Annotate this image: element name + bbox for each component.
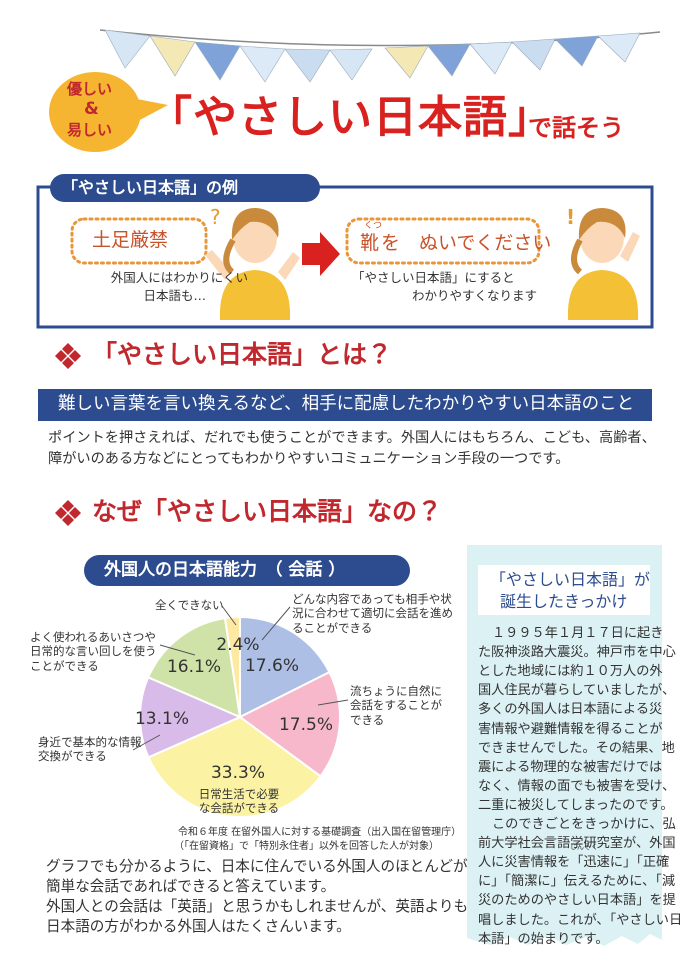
question-mark: ? — [210, 205, 221, 229]
after-word: を ぬいでください — [381, 232, 552, 254]
value-label: 2.4% — [216, 635, 259, 655]
bubble-text: 優しい — [67, 80, 113, 98]
caption: 外国人にはわかりにくい — [110, 270, 248, 285]
body-text: グラフでも分かるように、日本に住んでいる外国人のほとんどが — [46, 858, 468, 875]
value-label: 17.5% — [279, 715, 333, 735]
pie-slice — [239, 615, 331, 719]
sidebar-line: 多くの外国人は日本語による災 — [478, 702, 663, 718]
main-title: 「やさしい日本語」 — [148, 92, 553, 143]
caption: わかりやすくなります — [412, 288, 538, 303]
heading-icon — [55, 343, 81, 369]
body-text: 外国人との会話は「英語」と思うかもしれませんが、英語よりも — [46, 898, 469, 915]
bubble-text: 易しい — [67, 121, 113, 139]
caption: 日本語も… — [143, 288, 206, 303]
sidebar-line: 震による物理的な被害だけでは — [478, 759, 663, 775]
banner-text: 難しい言葉を言い換えるなど、相手に配慮したわかりやすい日本語のこと — [58, 394, 635, 414]
sidebar-panel — [467, 545, 662, 946]
banner — [38, 389, 652, 421]
sidebar-line: 本語」の始まりです。 — [478, 931, 609, 947]
pie-slice — [146, 616, 242, 719]
title-suffix: で話そう — [528, 114, 624, 142]
value-label: 13.1% — [135, 709, 189, 729]
bunting — [104, 29, 641, 83]
ruby: くつ — [364, 221, 383, 231]
body-text: 日本語の方がわかる外国人はたくさんいます。 — [46, 918, 351, 935]
bubble-text: & — [84, 99, 99, 119]
chart-title: 外国人の日本語能力 （ 会話 ） — [104, 560, 346, 580]
after-word: 靴 — [360, 232, 380, 254]
sidebar-line: 二重に被災してしまったのです。 — [478, 797, 674, 813]
sidebar-line: 前大学社会言語学研究室が、外国 — [478, 836, 676, 852]
value-label: 33.3% — [211, 763, 265, 783]
section-heading: 「やさしい日本語」とは？ — [92, 340, 393, 369]
chart-source: 令和６年度 在留外国人に対する基礎調査（出入国在留管理庁） — [178, 827, 462, 838]
sidebar-line: とした地域には約１０万人の外 — [478, 664, 663, 680]
sidebar-line: なく、情報の面でも被害を受け、 — [478, 778, 676, 794]
pie-slice — [238, 670, 341, 778]
chart-source: （「在留資格」で「特別永住者」以外を回答した人が対象） — [174, 841, 439, 852]
category-label: どんな内容であっても相手や状況に合わせて適切に会話を進めることができる — [292, 592, 453, 635]
leader-line — [132, 734, 161, 751]
sidebar-line: 災のためのやさしい日本語」を提 — [478, 893, 676, 909]
body-text: ポイントを押さえれば、だれでも使うことができます。外国人にはもちろん、こども、高… — [48, 430, 656, 446]
category-label: 日常生活で必要な会話ができる — [198, 787, 280, 816]
heading-icon — [55, 500, 81, 526]
person-happy — [567, 208, 640, 320]
exclamation-mark: ! — [566, 205, 576, 229]
caption: 「やさしい日本語」にすると — [352, 270, 515, 285]
chart-title-pill — [84, 555, 410, 586]
leader-line — [317, 699, 349, 706]
sidebar-line: 唱しました。これが、「やさしい日 — [478, 912, 683, 928]
sidebar-line: 人に災害情報を「迅速に」「正確 — [478, 855, 670, 871]
sidebar-title: 「やさしい日本語」が — [490, 570, 651, 589]
section-heading: なぜ「やさしい日本語」なの？ — [92, 497, 443, 526]
pie-slice — [223, 615, 241, 718]
sidebar-line: 害情報や避難情報を得ることが — [478, 721, 663, 737]
pie-chart: 17.6% 17.5% 33.3% 13.1% 16.1%2.4% — [132, 605, 349, 818]
leader-line — [159, 644, 196, 656]
sidebar-title: 誕生したきっかけ — [500, 592, 628, 611]
ruby: じんそく — [570, 843, 598, 851]
sidebar-line: 国人住民が暮らしていましたが、 — [478, 683, 676, 699]
sidebar-line: た阪神淡路大震災。神戸市を中心 — [478, 645, 676, 661]
person-confused — [205, 208, 300, 320]
example-heading: 「やさしい日本語」の例 — [62, 178, 239, 197]
speech-bubble — [49, 72, 168, 152]
pie-slice — [147, 715, 322, 818]
sidebar-line: できませんでした。その結果、地 — [478, 740, 675, 756]
after-box — [345, 217, 541, 265]
category-label: 身近で基本的な情報交換ができる — [38, 735, 142, 764]
body-text: 障がいのある方などにとってもわかりやすいコミュニケーション手段の一つです。 — [48, 451, 570, 467]
category-label: 流ちょうに自然に会話をすることができる — [350, 684, 442, 727]
value-label: 17.6% — [245, 656, 299, 676]
body-text: 簡単な会話であればできると答えています。 — [46, 878, 336, 895]
arrow — [302, 232, 340, 276]
value-label: 16.1% — [167, 657, 221, 677]
sidebar-line: このできごとをきっかけに、弘 — [492, 817, 676, 832]
leader-line — [261, 606, 291, 641]
pie-slice — [139, 675, 243, 759]
leader-line — [221, 605, 237, 626]
category-label: よく使われるあいさつや日常的な言い回しを使うことができる — [30, 630, 157, 673]
sidebar-line: １９９５年１月１７日に起き — [492, 626, 664, 641]
sidebar-title-box — [478, 565, 650, 615]
before-word: 土足厳禁 — [92, 229, 169, 251]
category-label: 全くできない — [155, 598, 224, 612]
example-heading-pill — [50, 174, 320, 202]
sidebar-line: に」「簡潔に」伝えるために、「減 — [478, 874, 676, 890]
before-box — [70, 217, 208, 265]
